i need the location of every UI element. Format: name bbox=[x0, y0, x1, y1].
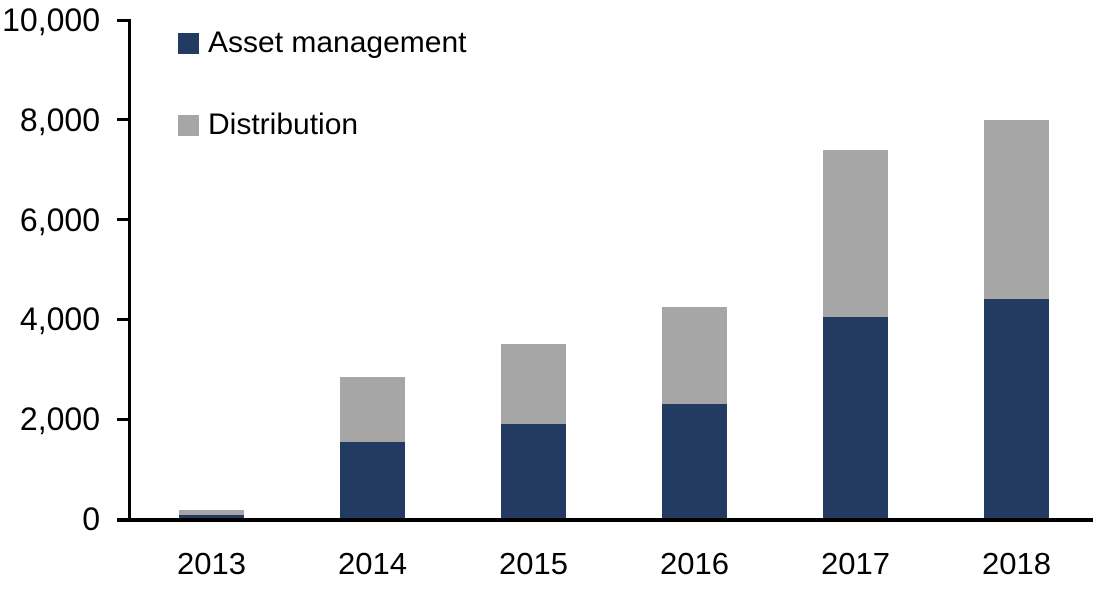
y-tick-label: 0 bbox=[82, 501, 100, 537]
x-axis-line bbox=[117, 517, 1093, 522]
legend-swatch-icon bbox=[178, 114, 199, 136]
legend-item: Asset management bbox=[178, 28, 466, 58]
bar-segment-distribution bbox=[984, 119, 1049, 300]
legend-swatch-icon bbox=[178, 32, 199, 54]
y-tick-label: 4,000 bbox=[19, 301, 100, 338]
x-tick-label: 2018 bbox=[982, 546, 1051, 581]
bar-segment-asset-management bbox=[984, 299, 1049, 519]
bar-segment-distribution bbox=[662, 306, 727, 405]
legend-label: Distribution bbox=[208, 108, 359, 141]
bar-segment-asset-management bbox=[823, 316, 888, 519]
bar-segment-asset-management bbox=[662, 404, 727, 519]
bar-segment-distribution bbox=[340, 376, 405, 442]
y-tick-label: 10,000 bbox=[2, 2, 100, 38]
x-tick-label: 2015 bbox=[499, 546, 568, 581]
y-axis-line bbox=[128, 18, 131, 522]
legend-label: Asset management bbox=[208, 26, 467, 59]
y-tick-label: 2,000 bbox=[19, 401, 100, 438]
bar-segment-distribution bbox=[179, 509, 244, 516]
bar-segment-asset-management bbox=[501, 424, 566, 519]
x-tick-label: 2017 bbox=[821, 546, 890, 581]
bar-segment-distribution bbox=[501, 344, 566, 425]
legend-item: Distribution bbox=[178, 110, 358, 140]
x-tick-label: 2014 bbox=[338, 546, 407, 581]
y-axis-tick bbox=[117, 118, 130, 122]
y-axis-tick bbox=[117, 18, 130, 22]
bar-segment-asset-management bbox=[179, 515, 244, 519]
y-axis-tick bbox=[117, 317, 130, 321]
y-tick-label: 6,000 bbox=[19, 201, 100, 238]
y-tick-label: 8,000 bbox=[19, 101, 100, 138]
x-tick-label: 2013 bbox=[177, 546, 246, 581]
x-tick-label: 2016 bbox=[660, 546, 729, 581]
y-axis-tick bbox=[117, 218, 130, 222]
bar-segment-asset-management bbox=[340, 441, 405, 519]
bar-segment-distribution bbox=[823, 149, 888, 317]
y-axis-tick bbox=[117, 417, 130, 421]
